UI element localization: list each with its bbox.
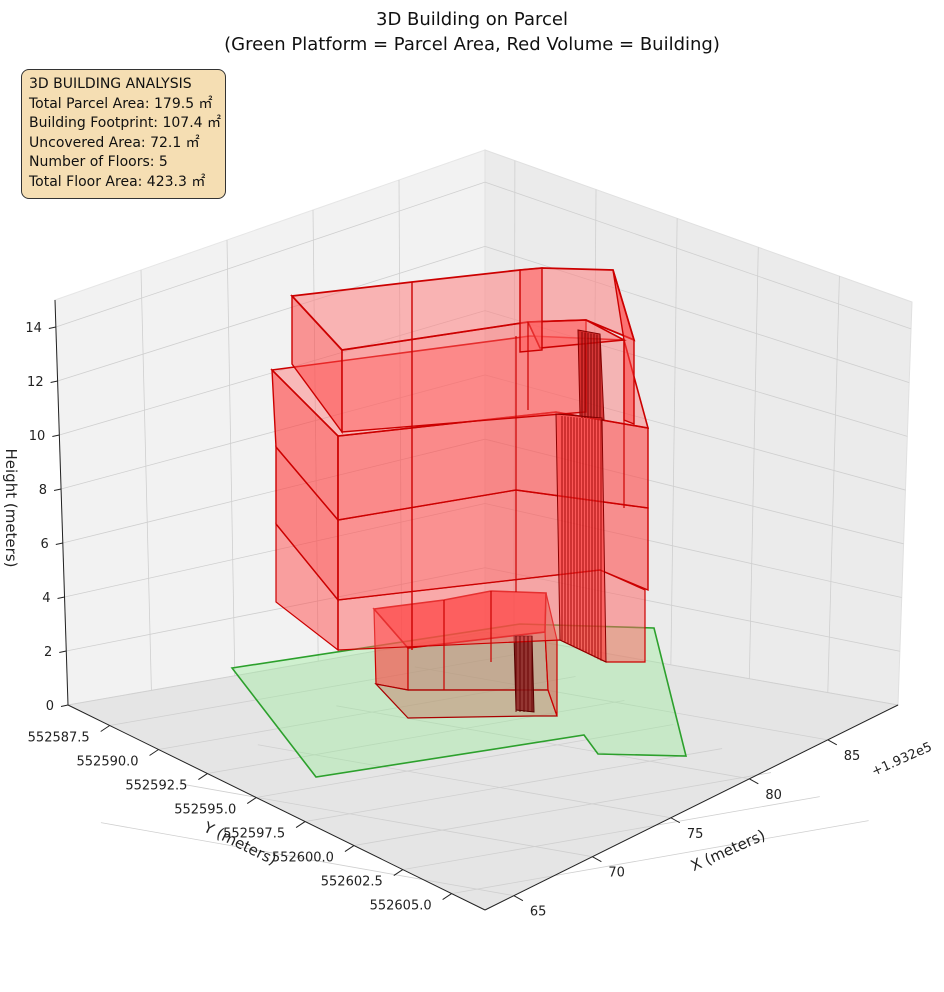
- z-tick-label: 14: [25, 321, 42, 336]
- x-tick-label: 70: [608, 866, 625, 881]
- x-grid-line: [257, 744, 671, 819]
- y-tick-mark: [393, 869, 404, 877]
- y-grid-line: [256, 724, 674, 798]
- chart-subtitle: (Green Platform = Parcel Area, Red Volum…: [224, 34, 720, 55]
- z-tick-mark: [60, 704, 69, 707]
- z-tick-label: 10: [29, 429, 46, 444]
- wall-grid-line: [748, 247, 759, 679]
- z-grid-line: [57, 246, 486, 382]
- y-tick-label: 552590.0: [77, 755, 139, 770]
- z-tick-mark: [50, 380, 58, 383]
- y-grid-line: [451, 820, 869, 894]
- wall-grid-line: [226, 239, 236, 676]
- y-tick-mark: [100, 725, 110, 732]
- x-tick-label: 65: [530, 905, 547, 920]
- z-tick-label: 12: [27, 375, 44, 390]
- x-offset-label: +1.932e5: [870, 740, 935, 780]
- curve-hatch-lines: [515, 332, 602, 712]
- x-tick-mark: [827, 739, 838, 746]
- y-axis-label: Y (meters): [200, 818, 279, 869]
- y-grid-line: [402, 796, 820, 870]
- info-box: 3D BUILDING ANALYSIS Total Parcel Area: …: [21, 69, 226, 199]
- y-axis-line: [67, 704, 486, 911]
- z-grid-line: [55, 181, 486, 328]
- wall-grid-line: [670, 218, 678, 665]
- y-tick-label: 552587.5: [28, 731, 90, 746]
- y-tick-label: 552602.5: [321, 875, 383, 890]
- z-tick-mark: [59, 650, 67, 653]
- info-line: Building Footprint: 107.4 ㎡: [29, 115, 222, 131]
- x-tick-label: 85: [844, 749, 861, 764]
- z-tick-mark: [55, 542, 63, 545]
- tick-group: 0 2 4 6 8 10 12 14 552587.5 552590.0 552592.5 55259…: [25, 321, 860, 920]
- info-line: Number of Floors: 5: [29, 154, 168, 170]
- z-tick-label: 6: [41, 537, 49, 552]
- z-tick-mark: [48, 326, 56, 329]
- z-tick-label: 0: [46, 699, 54, 714]
- z-tick-label: 8: [39, 483, 47, 498]
- y-tick-mark: [246, 797, 257, 804]
- y-tick-label: 552597.5: [223, 827, 285, 842]
- z-axis-label: Height (meters): [2, 449, 20, 568]
- wall-grid-line: [827, 276, 840, 693]
- y-tick-label: 552592.5: [125, 779, 187, 794]
- x-tick-label: 80: [765, 788, 782, 803]
- info-line: Uncovered Area: 72.1 ㎡: [29, 134, 200, 151]
- upper-bay-block: [519, 267, 543, 353]
- curve-column-lower: [555, 413, 607, 663]
- y-tick-mark: [442, 893, 452, 901]
- x-tick-mark: [592, 856, 602, 863]
- y-grid-line: [305, 748, 723, 822]
- y-tick-label: 552600.0: [272, 851, 334, 866]
- z-tick-mark: [52, 434, 60, 437]
- y-tick-label: 552605.0: [370, 899, 432, 914]
- y-grid-line: [353, 772, 772, 846]
- x-grid-line: [336, 705, 750, 780]
- z-tick-mark: [57, 596, 65, 599]
- x-tick-mark: [670, 817, 681, 824]
- x-tick-mark: [513, 895, 524, 902]
- chart-title: 3D Building on Parcel: [376, 9, 568, 30]
- wall-grid-line: [140, 269, 152, 691]
- x-tick-label: 75: [687, 827, 704, 842]
- info-heading: 3D BUILDING ANALYSIS: [29, 76, 192, 92]
- y-tick-mark: [149, 749, 159, 756]
- info-line: Total Floor Area: 423.3 ㎡: [29, 173, 206, 190]
- y-tick-label: 552595.0: [174, 803, 236, 818]
- z-grid-line: [484, 181, 912, 330]
- z-tick-label: 4: [42, 591, 50, 606]
- info-line: Total Parcel Area: 179.5 ㎡: [29, 95, 213, 112]
- x-grid-line: [100, 822, 514, 897]
- y-tick-mark: [295, 821, 306, 828]
- z-tick-mark: [53, 488, 62, 491]
- upper-right-face: [612, 269, 635, 426]
- building-volume: [270, 267, 650, 719]
- y-tick-mark: [344, 845, 355, 852]
- x-axis-line: [484, 704, 899, 911]
- y-tick-mark: [198, 773, 208, 780]
- x-grid-line: [179, 783, 593, 858]
- z-axis-line: [54, 299, 69, 706]
- z-tick-label: 2: [44, 645, 52, 660]
- x-tick-mark: [749, 778, 759, 785]
